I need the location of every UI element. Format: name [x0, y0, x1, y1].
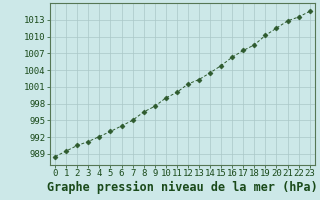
- X-axis label: Graphe pression niveau de la mer (hPa): Graphe pression niveau de la mer (hPa): [47, 181, 318, 194]
